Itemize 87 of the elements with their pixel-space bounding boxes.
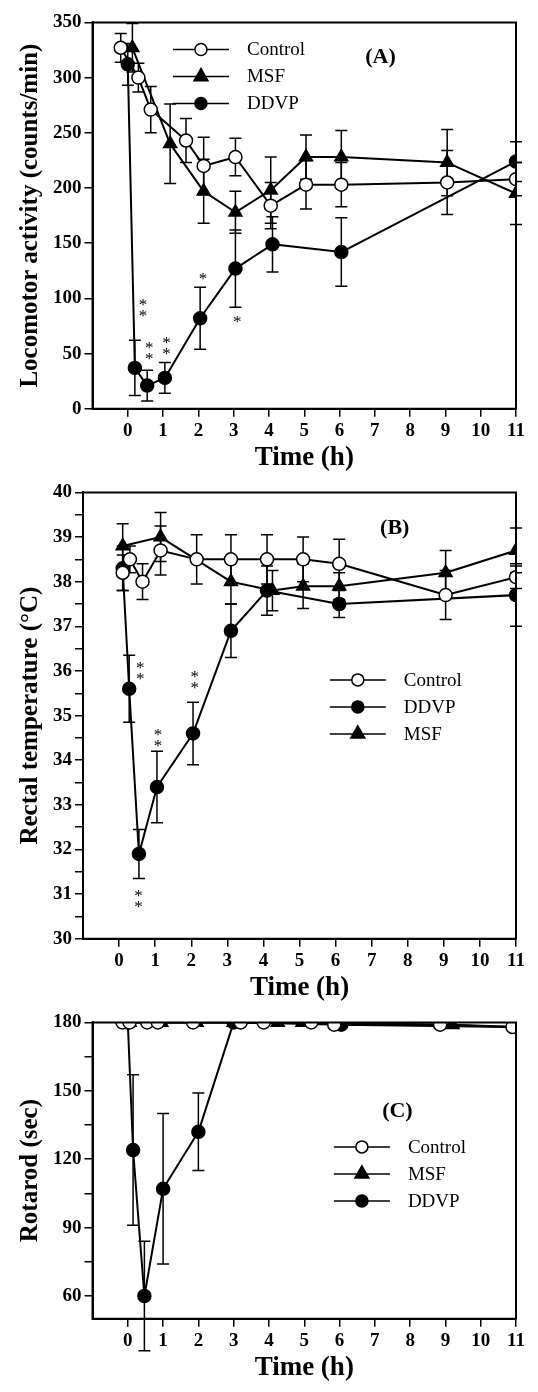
x-tick-label: 7 [366,949,377,971]
y-tick-label: 350 [53,10,82,32]
x-tick-label: 0 [123,1329,133,1351]
y-tick-label: 32 [53,837,72,859]
legend-label: DDVP [403,695,456,717]
y-tick-label: 300 [53,65,82,87]
annotation: (C) [382,1097,413,1123]
y-tick-label: 35 [53,703,72,725]
annotation: ** [162,332,171,363]
x-tick-label: 1 [158,419,168,441]
legend-label: Control [407,1135,466,1157]
x-tick-label: 8 [403,949,413,971]
y-tick-label: 38 [53,569,72,591]
x-tick-label: 2 [193,419,204,441]
y-tick-label: 34 [53,748,73,770]
annotation: ** [134,885,143,916]
legend-label: Control [246,38,306,60]
x-tick-label: 10 [470,949,490,971]
annotation: ** [145,338,154,369]
annotation: * [198,268,208,288]
y-tick-label: 36 [53,658,72,680]
y-tick-label: 30 [53,926,72,948]
y-tick-label: 180 [53,1010,82,1032]
x-tick-label: 9 [440,419,451,441]
legend-label: DDVP [407,1189,460,1211]
x-tick-label: 5 [294,949,305,971]
legend-label: Control [403,668,462,690]
annotation: ** [135,657,145,688]
x-tick-label: 11 [507,419,525,441]
x-tick-label: 6 [334,1329,345,1351]
annotation: ** [153,724,163,755]
x-tick-label: 9 [440,1329,451,1351]
annotation: (A) [365,42,396,68]
x-axis-title: Time (h) [254,440,354,471]
x-tick-label: 1 [150,949,160,971]
x-axis-title: Time (h) [249,970,350,1001]
y-tick-label: 60 [62,1283,82,1305]
x-tick-label: 10 [471,419,491,441]
y-tick-label: 120 [53,1147,82,1169]
x-tick-label: 11 [507,1329,525,1351]
annotation: ** [190,666,199,697]
x-tick-label: 4 [264,1329,275,1351]
y-axis-title: Rotarod (sec) [15,1098,44,1243]
x-tick-label: 7 [370,1329,381,1351]
legend-label: DDVP [246,92,299,114]
x-tick-label: 0 [114,949,124,971]
y-tick-label: 150 [53,1078,82,1100]
legend-label: MSF [407,1162,446,1184]
x-tick-label: 8 [405,419,415,441]
x-tick-label: 7 [370,419,381,441]
y-tick-label: 37 [53,614,73,636]
x-tick-label: 4 [264,419,275,441]
y-tick-label: 90 [62,1215,82,1237]
x-tick-label: 5 [299,419,309,441]
annotation: ** [138,295,148,326]
annotation: (B) [380,513,410,539]
x-tick-label: 2 [186,949,196,971]
y-tick-label: 0 [72,396,82,418]
y-tick-label: 250 [53,120,82,142]
x-tick-label: 4 [258,949,269,971]
x-tick-label: 9 [439,949,449,971]
x-tick-label: 3 [222,949,233,971]
y-tick-label: 33 [53,792,72,814]
y-tick-label: 150 [53,231,82,253]
x-tick-label: 6 [330,949,341,971]
y-axis-title: Rectal temperature (°C) [15,586,44,845]
y-tick-label: 40 [53,480,72,502]
y-tick-label: 31 [53,882,72,904]
x-tick-label: 5 [299,1329,309,1351]
y-tick-label: 100 [53,286,82,308]
x-tick-label: 2 [193,1329,204,1351]
y-tick-label: 200 [53,175,82,197]
x-tick-label: 8 [405,1329,415,1351]
x-tick-label: 0 [123,419,133,441]
x-tick-label: 6 [334,419,345,441]
legend-label: MSF [403,722,442,744]
legend-label: MSF [246,65,285,87]
x-tick-label: 11 [507,949,525,971]
x-tick-label: 3 [228,419,239,441]
x-tick-label: 10 [471,1329,491,1351]
x-tick-label: 1 [158,1329,168,1351]
y-tick-label: 39 [53,524,72,546]
annotation: * [233,312,242,332]
x-axis-title: Time (h) [254,1350,354,1381]
y-axis-title: Locomotor activity (counts/min) [15,43,44,388]
x-tick-label: 3 [228,1329,239,1351]
y-tick-label: 50 [62,341,82,363]
